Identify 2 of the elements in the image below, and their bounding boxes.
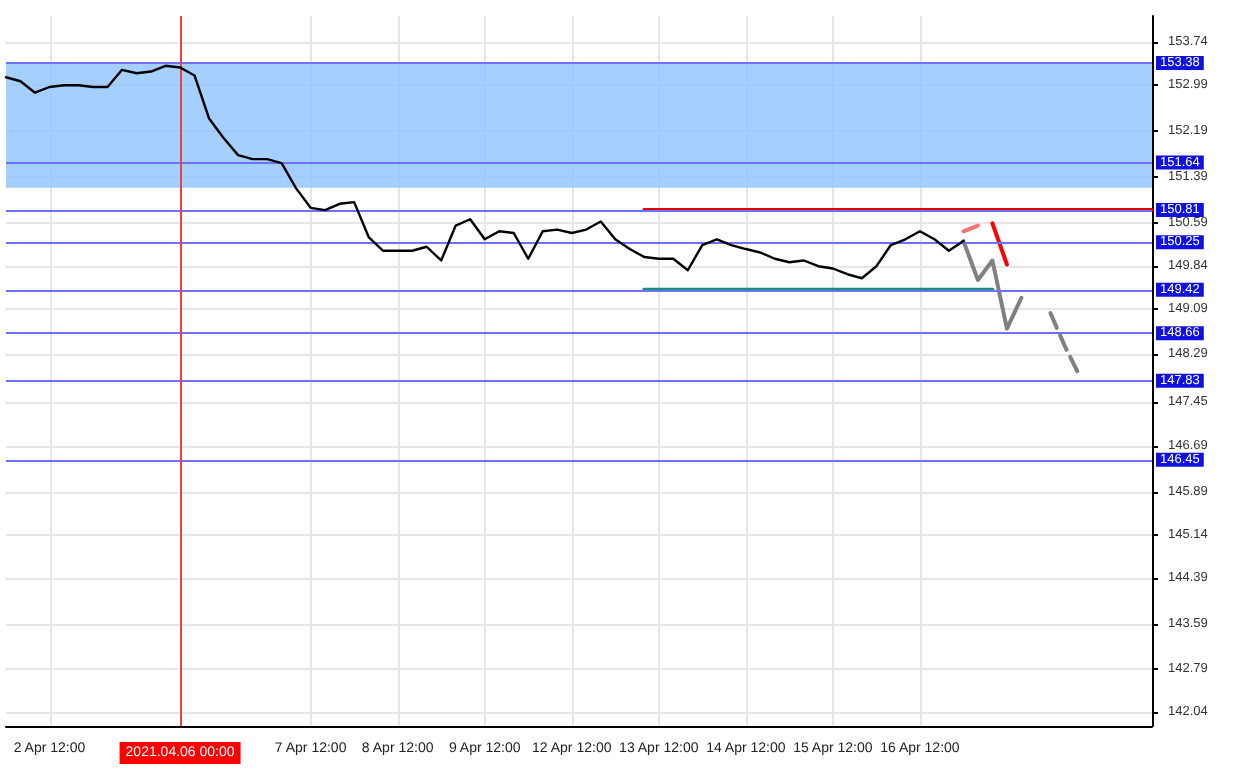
line-series [961,239,1024,331]
line-series [4,64,965,280]
